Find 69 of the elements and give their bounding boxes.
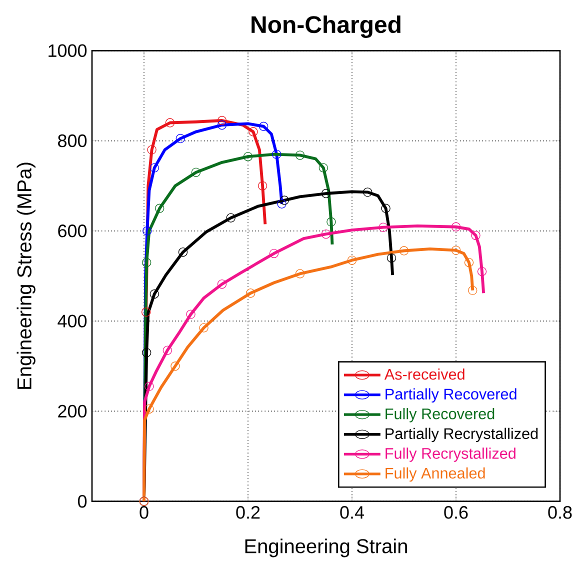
point [295, 150, 305, 160]
point [386, 253, 396, 263]
legend-label: Partially Recovered [386, 388, 516, 403]
chart-title: Non-Charged [252, 15, 400, 38]
point [318, 163, 328, 172]
point [451, 222, 461, 232]
point [144, 404, 154, 414]
point [347, 256, 357, 265]
point [277, 199, 286, 208]
y-tick-label: 400 [58, 314, 87, 328]
legend-label: Fully Recrystallized [386, 448, 516, 462]
point [199, 323, 208, 332]
point [226, 213, 236, 222]
point [141, 307, 151, 317]
point [147, 145, 156, 154]
point [471, 230, 480, 240]
legend-label: Fully Recovered [386, 408, 494, 422]
point [248, 127, 258, 136]
y-tick-label: 800 [58, 134, 87, 148]
point [186, 310, 196, 319]
x-tick-label: 0.6 [444, 506, 468, 519]
x-tick-label: 0 [140, 506, 148, 519]
point [170, 362, 180, 371]
point [477, 266, 487, 276]
point [451, 246, 461, 255]
point [142, 348, 152, 358]
point [217, 116, 227, 126]
y-tick-label: 600 [58, 224, 87, 238]
y-axis-title: Engineering Stress (MPa) [16, 162, 36, 389]
point [464, 258, 474, 268]
y-tick-label: 1000 [48, 44, 87, 58]
x-tick-label: 0.2 [236, 506, 260, 519]
point [150, 289, 160, 299]
y-tick-label: 200 [58, 404, 87, 418]
point [144, 382, 154, 392]
point [178, 248, 188, 257]
point [191, 168, 201, 177]
y-tick-label: 0 [78, 494, 87, 508]
point [326, 217, 336, 227]
point [381, 204, 390, 213]
legend-label: As-received [384, 368, 464, 380]
point [272, 150, 282, 159]
point [176, 134, 186, 144]
point [150, 163, 160, 172]
point [259, 122, 268, 131]
point [258, 181, 268, 190]
legend-label: Fully Annealed [386, 467, 485, 482]
legend-label: Partially Recrystallized [386, 428, 538, 442]
point [217, 280, 227, 289]
point [295, 269, 305, 278]
point [363, 188, 372, 197]
point [321, 229, 331, 239]
point [243, 152, 253, 162]
point [162, 346, 172, 355]
point [142, 258, 152, 268]
x-axis-title: Engineering Strain [245, 538, 407, 558]
point [142, 226, 152, 236]
point [269, 248, 279, 258]
point [280, 196, 290, 205]
point [217, 120, 227, 130]
point [246, 288, 256, 298]
x-tick-label: 0.8 [548, 506, 572, 519]
point [399, 246, 409, 256]
point [165, 118, 175, 128]
point [321, 188, 331, 198]
x-tick-label: 0.4 [340, 506, 364, 519]
point [155, 204, 164, 213]
point [378, 222, 388, 232]
point [468, 286, 478, 296]
